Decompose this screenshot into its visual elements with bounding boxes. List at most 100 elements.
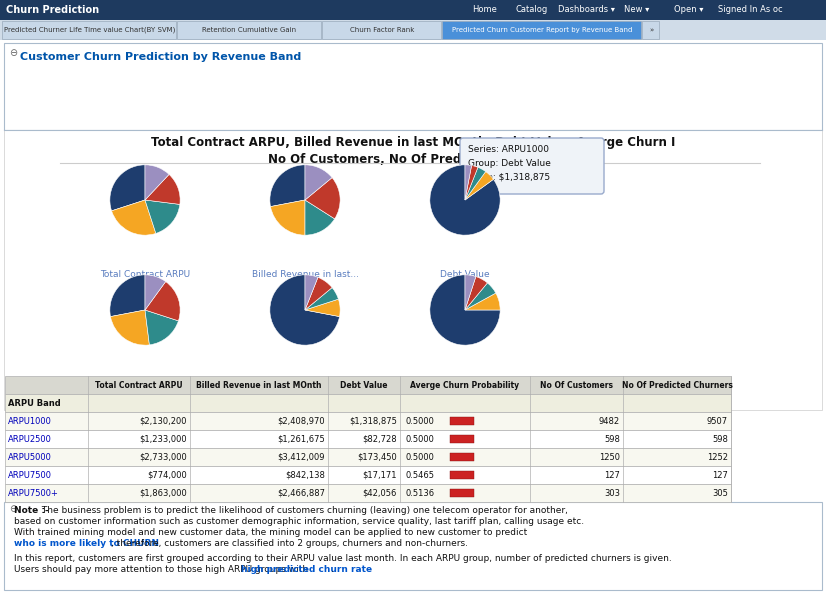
Wedge shape <box>305 200 335 235</box>
Wedge shape <box>430 165 501 235</box>
Text: ARPU7500: ARPU7500 <box>8 470 52 479</box>
Text: Signed In As oc: Signed In As oc <box>718 5 782 15</box>
Text: ⊖: ⊖ <box>9 504 17 514</box>
Bar <box>5 376 731 394</box>
Text: Total Contract ARPU: Total Contract ARPU <box>100 270 190 279</box>
Wedge shape <box>465 165 478 200</box>
Bar <box>450 417 474 425</box>
Text: .: . <box>330 565 334 574</box>
Bar <box>0 20 826 40</box>
Text: ARPU5000: ARPU5000 <box>8 453 52 462</box>
Wedge shape <box>145 310 178 345</box>
Text: Users should pay more attention to those high ARPU groups with: Users should pay more attention to those… <box>14 565 311 574</box>
Wedge shape <box>110 165 145 211</box>
Text: New ▾: New ▾ <box>624 5 649 15</box>
Text: $2,130,200: $2,130,200 <box>140 416 187 425</box>
Text: 0.5000: 0.5000 <box>405 435 434 444</box>
Wedge shape <box>270 275 339 345</box>
Wedge shape <box>465 283 496 310</box>
Text: 303: 303 <box>604 488 620 498</box>
Text: ⊖: ⊖ <box>9 48 17 58</box>
Text: Open ▾: Open ▾ <box>674 5 704 15</box>
Text: Dashboards ▾: Dashboards ▾ <box>558 5 615 15</box>
Wedge shape <box>305 178 340 219</box>
Text: Total Contract ARPU, Billed Revenue in last MOnth, Debt Value, Averge Churn I
No: Total Contract ARPU, Billed Revenue in l… <box>151 136 675 166</box>
Wedge shape <box>270 200 305 235</box>
Text: $1,318,875: $1,318,875 <box>349 416 397 425</box>
Text: $173,450: $173,450 <box>358 453 397 462</box>
Text: 127: 127 <box>712 470 728 479</box>
Text: The business problem is to predict the likelihood of customers churning (leaving: The business problem is to predict the l… <box>39 506 568 515</box>
Text: $774,000: $774,000 <box>147 470 187 479</box>
Bar <box>442 21 641 39</box>
Wedge shape <box>145 275 166 310</box>
Text: Home: Home <box>472 5 497 15</box>
Wedge shape <box>465 171 493 200</box>
Text: Catalog: Catalog <box>516 5 548 15</box>
Text: 9482: 9482 <box>599 416 620 425</box>
Text: No Of Customers: No Of Customers <box>107 378 183 387</box>
Text: 127: 127 <box>604 470 620 479</box>
Bar <box>642 21 659 39</box>
Text: 598: 598 <box>604 435 620 444</box>
Wedge shape <box>145 175 180 204</box>
Text: 0.5000: 0.5000 <box>405 453 434 462</box>
Text: 9507: 9507 <box>707 416 728 425</box>
Text: ARPU1000: ARPU1000 <box>8 416 52 425</box>
Bar <box>5 394 731 412</box>
Bar <box>450 435 474 443</box>
Bar <box>177 21 321 39</box>
Text: No Of Customers: No Of Customers <box>540 381 613 390</box>
Bar <box>4 43 822 130</box>
Text: $1,261,675: $1,261,675 <box>278 435 325 444</box>
Text: ARPU2500: ARPU2500 <box>8 435 52 444</box>
Wedge shape <box>305 288 339 310</box>
Bar <box>5 430 731 448</box>
Wedge shape <box>465 167 486 200</box>
Wedge shape <box>305 275 318 310</box>
Bar <box>5 448 731 466</box>
Text: Retention Cumulative Gain: Retention Cumulative Gain <box>202 27 297 33</box>
Text: $17,171: $17,171 <box>363 470 397 479</box>
Text: ARPU Band: ARPU Band <box>8 399 61 407</box>
Text: No Of Predicted Churners: No Of Predicted Churners <box>407 378 523 387</box>
Bar <box>450 489 474 497</box>
Bar <box>450 453 474 461</box>
Text: $2,408,970: $2,408,970 <box>278 416 325 425</box>
Text: 0.5000: 0.5000 <box>405 416 434 425</box>
Wedge shape <box>430 275 501 345</box>
Text: In this report, customers are first grouped according to their ARPU value last m: In this report, customers are first grou… <box>14 554 672 563</box>
Text: 1252: 1252 <box>707 453 728 462</box>
Bar <box>5 466 731 484</box>
Bar <box>450 471 474 479</box>
Text: 305: 305 <box>712 488 728 498</box>
Text: , therefore, customers are classified into 2 groups, churners and non-churners.: , therefore, customers are classified in… <box>112 539 468 548</box>
Text: Churn Prediction: Churn Prediction <box>6 5 99 15</box>
Wedge shape <box>270 165 305 207</box>
Text: $1,233,000: $1,233,000 <box>140 435 187 444</box>
Text: $2,733,000: $2,733,000 <box>140 453 187 462</box>
Text: Averge Churn Probability: Averge Churn Probability <box>411 381 520 390</box>
Wedge shape <box>145 200 180 233</box>
Text: high predicted churn rate: high predicted churn rate <box>241 565 372 574</box>
Text: Debt Value: Debt Value <box>340 381 387 390</box>
Wedge shape <box>305 165 332 200</box>
Text: Averge Churn Probability: Averge Churn Probability <box>249 378 361 387</box>
Text: 1250: 1250 <box>599 453 620 462</box>
Wedge shape <box>111 310 150 345</box>
Text: Total Contract ARPU: Total Contract ARPU <box>95 381 183 390</box>
Wedge shape <box>145 165 169 200</box>
Wedge shape <box>305 299 340 316</box>
Bar <box>322 21 441 39</box>
Text: »: » <box>649 27 653 33</box>
Text: Series: ARPU1000
Group: Debt Value
Value: $1,318,875: Series: ARPU1000 Group: Debt Value Value… <box>468 145 551 182</box>
Text: Billed Revenue in last...: Billed Revenue in last... <box>251 270 358 279</box>
Text: ARPU7500+: ARPU7500+ <box>8 488 59 498</box>
Text: $82,728: $82,728 <box>363 435 397 444</box>
Text: who is more likely to CHURN: who is more likely to CHURN <box>14 539 159 548</box>
Text: Debt Value: Debt Value <box>440 270 490 279</box>
Text: 598: 598 <box>712 435 728 444</box>
Wedge shape <box>465 293 501 310</box>
Bar <box>4 130 822 410</box>
Text: Churn Factor Rank: Churn Factor Rank <box>350 27 414 33</box>
